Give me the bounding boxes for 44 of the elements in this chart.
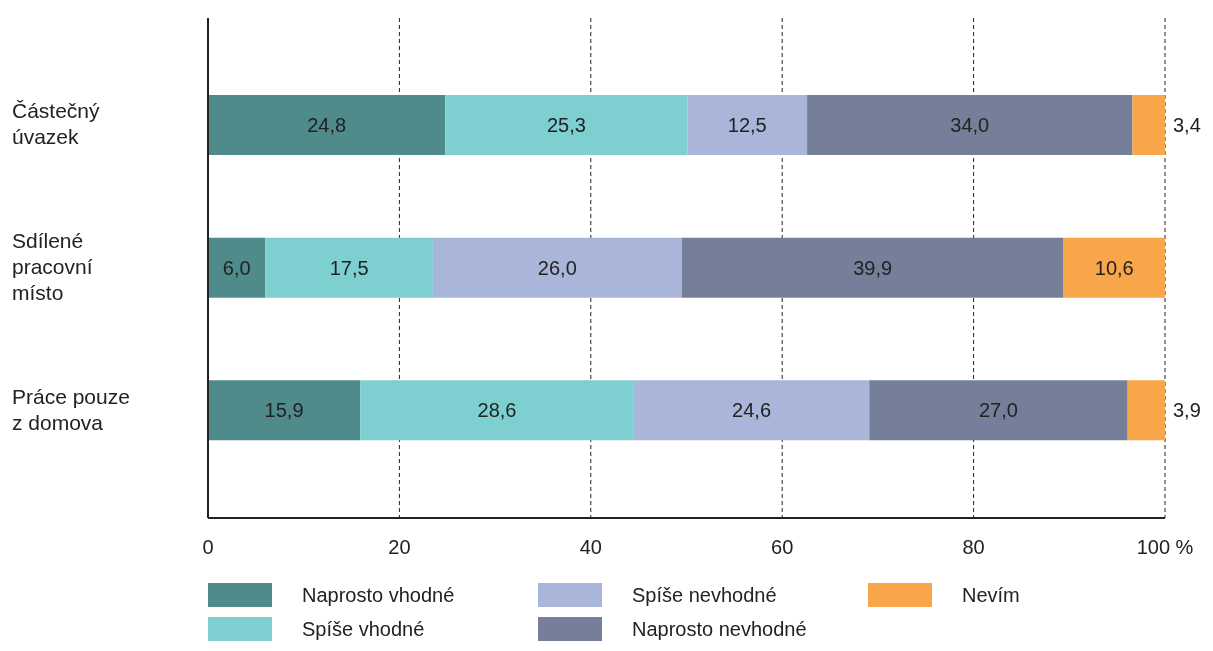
- bar: [633, 380, 870, 441]
- data-label: 26,0: [537, 256, 577, 279]
- bar: [869, 380, 1128, 441]
- legend-label: Nevím: [962, 583, 1020, 607]
- legend-label: Naprosto nevhodné: [632, 617, 807, 641]
- data-label: 34,0: [950, 114, 990, 136]
- bar: [360, 380, 634, 441]
- legend-label: Spíše vhodné: [302, 617, 425, 641]
- data-label: 15,9: [264, 399, 304, 422]
- data-label: 12,5: [727, 114, 767, 136]
- bar: [208, 95, 446, 155]
- y-tick-label: Sdílené pracovní místo: [12, 228, 93, 304]
- bar: [208, 380, 361, 441]
- data-label: 24,6: [732, 399, 772, 422]
- bar: [432, 237, 682, 298]
- data-label: 3,9: [1173, 399, 1201, 422]
- legend-label: Naprosto vhodné: [302, 583, 455, 607]
- y-tick-label: Práce pouze z domova: [12, 384, 130, 434]
- data-label: 28,6: [477, 399, 517, 422]
- data-label: 6,0: [222, 256, 251, 279]
- data-label: 24,8: [307, 114, 347, 136]
- bar: [208, 237, 266, 298]
- x-tick-label: 0: [202, 536, 214, 559]
- bar: [681, 237, 1064, 298]
- bar: [1063, 237, 1165, 298]
- bar: [445, 95, 688, 155]
- data-label: 17,5: [329, 256, 369, 279]
- x-tick-label: 100 %: [1136, 536, 1194, 559]
- bar: [265, 237, 433, 298]
- x-tick-label: 80: [962, 536, 985, 559]
- x-tick-label: 60: [771, 536, 794, 559]
- bar: [1132, 95, 1165, 155]
- data-label: 27,0: [979, 399, 1018, 422]
- y-tick-label: Částečný úvazek: [12, 98, 101, 148]
- data-label: 3,4: [1173, 114, 1201, 136]
- x-tick-label: 20: [388, 536, 411, 559]
- bar: [1127, 380, 1165, 441]
- data-label: 39,9: [853, 256, 893, 279]
- data-label: 25,3: [546, 114, 586, 136]
- legend-label: Spíše nevhodné: [632, 583, 777, 607]
- bar: [687, 95, 808, 155]
- data-label: 10,6: [1094, 256, 1134, 279]
- bar: [807, 95, 1133, 155]
- x-tick-label: 40: [579, 536, 602, 559]
